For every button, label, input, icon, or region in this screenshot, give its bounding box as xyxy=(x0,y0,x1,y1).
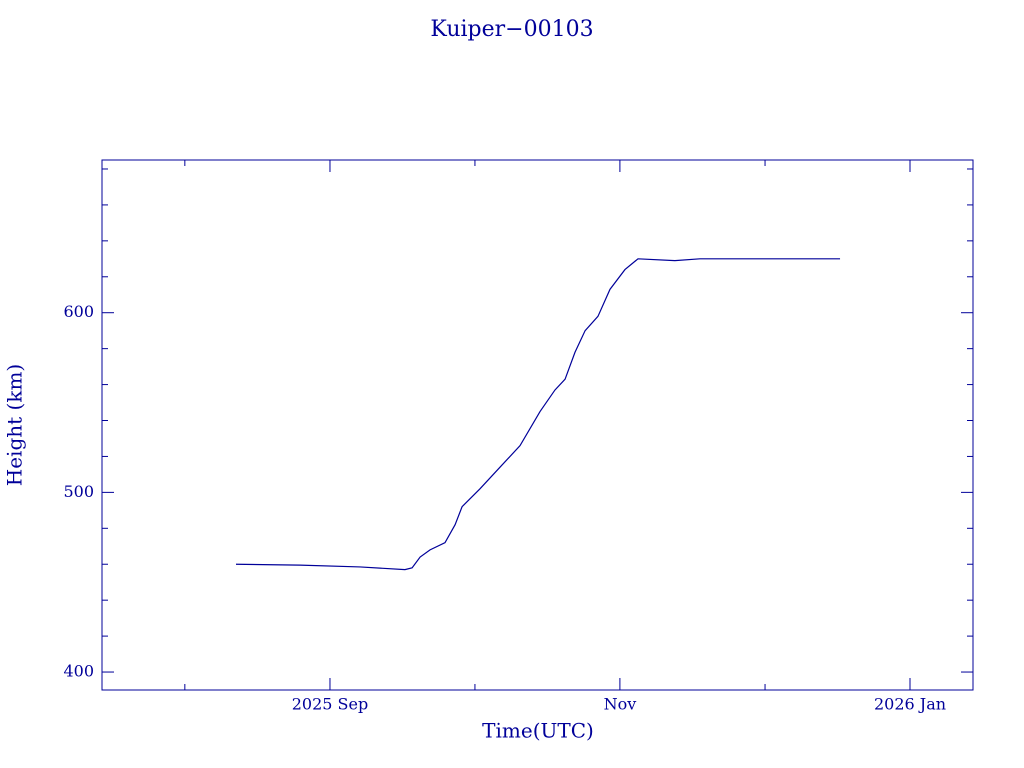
y-tick-label: 600 xyxy=(63,302,94,321)
y-axis-label: Height (km) xyxy=(3,364,27,486)
x-tick-label: 2026 Jan xyxy=(874,695,946,714)
y-tick-label: 500 xyxy=(63,482,94,501)
x-tick-label: Nov xyxy=(604,695,637,714)
x-axis-label: Time(UTC) xyxy=(482,719,594,743)
data-line xyxy=(235,258,841,571)
plot-frame xyxy=(101,159,974,691)
x-tick-label: 2025 Sep xyxy=(292,695,368,714)
y-tick-label: 400 xyxy=(63,662,94,681)
chart-title: Kuiper−00103 xyxy=(430,17,593,42)
